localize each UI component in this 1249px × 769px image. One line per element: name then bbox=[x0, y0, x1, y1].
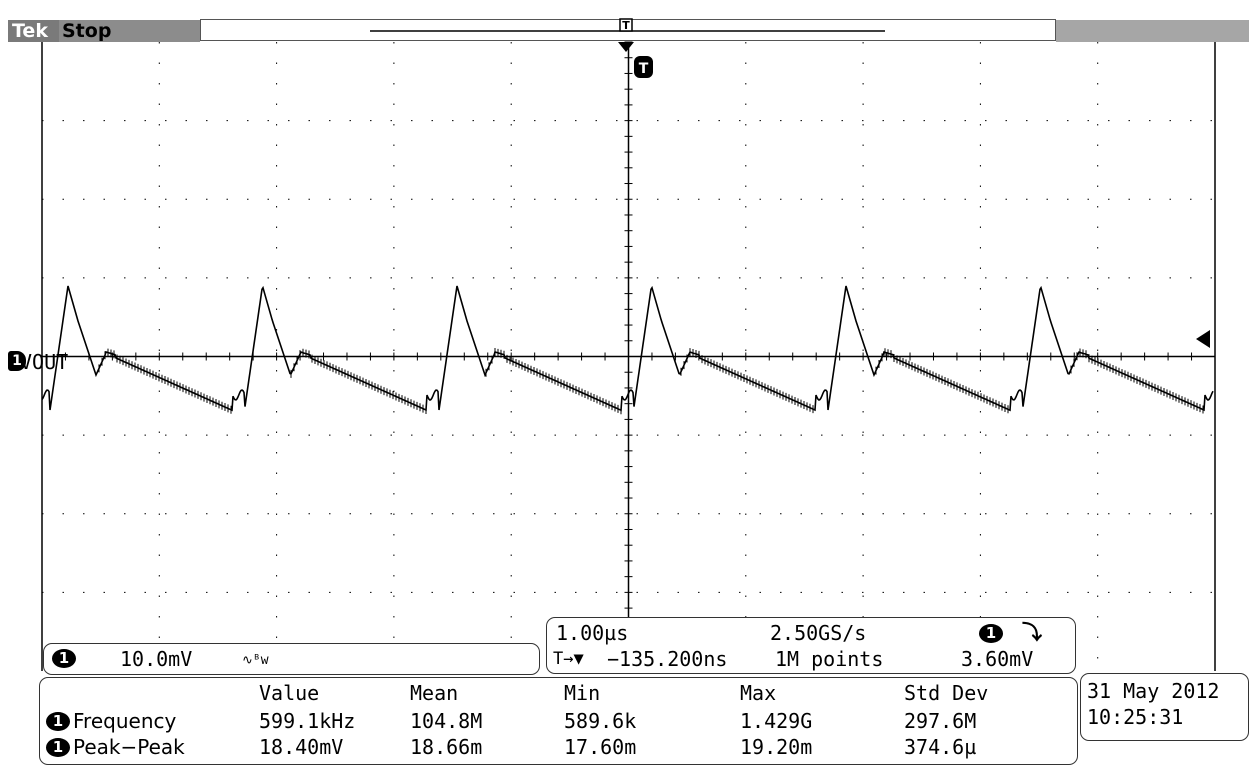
channel-1-ground-marker[interactable]: 1 bbox=[8, 351, 26, 371]
vout-waveform-noise bbox=[98, 348, 1204, 415]
col-header-mean: Mean bbox=[410, 681, 459, 705]
svg-text:T: T bbox=[639, 61, 649, 77]
col-header-std-dev: Std Dev bbox=[904, 681, 989, 705]
col-header-min: Min bbox=[564, 681, 601, 705]
datetime-readout: 31 May 2012 10:25:31 bbox=[1080, 673, 1249, 741]
trigger-level-marker bbox=[1196, 330, 1210, 348]
run-state-indicator: Stop bbox=[59, 20, 200, 42]
row-channel-badge: 1 bbox=[46, 738, 70, 757]
vout-waveform bbox=[41, 285, 1214, 412]
horizontal-scale: 1.00µs bbox=[556, 621, 629, 645]
sample-rate: 2.50GS/s bbox=[770, 621, 867, 645]
measurement-std-dev: 297.6M bbox=[904, 709, 977, 733]
measurement-name: Frequency bbox=[73, 709, 177, 733]
trigger-point-icon: T bbox=[634, 56, 653, 78]
record-length: 1M points bbox=[775, 647, 884, 671]
channel-1-badge: 1 bbox=[52, 649, 76, 668]
col-header-value: Value bbox=[259, 681, 320, 705]
measurement-min: 17.60m bbox=[564, 735, 637, 759]
trigger-level: 3.60mV bbox=[961, 647, 1034, 671]
trace-label: VOUT bbox=[20, 350, 68, 374]
measurement-max: 1.429G bbox=[740, 709, 813, 733]
measurement-value: 599.1kHz bbox=[259, 709, 356, 733]
measurement-value: 18.40mV bbox=[259, 735, 344, 759]
brand-logo: Tek bbox=[8, 20, 59, 42]
horizontal-delay: −135.200ns bbox=[607, 647, 728, 671]
measurements-panel[interactable]: Value Mean Min Max Std Dev 1 Frequency 5… bbox=[39, 677, 1078, 765]
measurement-name: Peak−Peak bbox=[73, 735, 185, 759]
vertical-scale: 10.0mV bbox=[120, 647, 193, 671]
measurement-std-dev: 374.6µ bbox=[904, 735, 977, 759]
falling-edge-icon: ⤵ bbox=[1022, 620, 1042, 644]
trigger-position-marker: T bbox=[618, 18, 634, 52]
col-header-max: Max bbox=[740, 681, 777, 705]
coupling-bw-icon: ∿ᴮw bbox=[242, 653, 269, 668]
time-text: 10:25:31 bbox=[1087, 705, 1184, 729]
measurement-mean: 18.66m bbox=[410, 735, 483, 759]
graticule bbox=[41, 41, 1216, 671]
header-right-area bbox=[1056, 20, 1249, 42]
date-text: 31 May 2012 bbox=[1087, 679, 1220, 703]
delay-icon: T→▼ bbox=[553, 649, 584, 669]
channel-readout[interactable]: 1 10.0mV ∿ᴮw bbox=[43, 643, 540, 675]
svg-text:T: T bbox=[622, 19, 630, 32]
measurement-mean: 104.8M bbox=[410, 709, 483, 733]
row-channel-badge: 1 bbox=[46, 712, 70, 731]
timebase-readout[interactable]: 1.00µs 2.50GS/s 1 ⤵ T→▼ −135.200ns 1M po… bbox=[546, 617, 1076, 674]
measurement-max: 19.20m bbox=[740, 735, 813, 759]
measurement-min: 589.6k bbox=[564, 709, 637, 733]
trigger-source-badge: 1 bbox=[979, 624, 1003, 643]
